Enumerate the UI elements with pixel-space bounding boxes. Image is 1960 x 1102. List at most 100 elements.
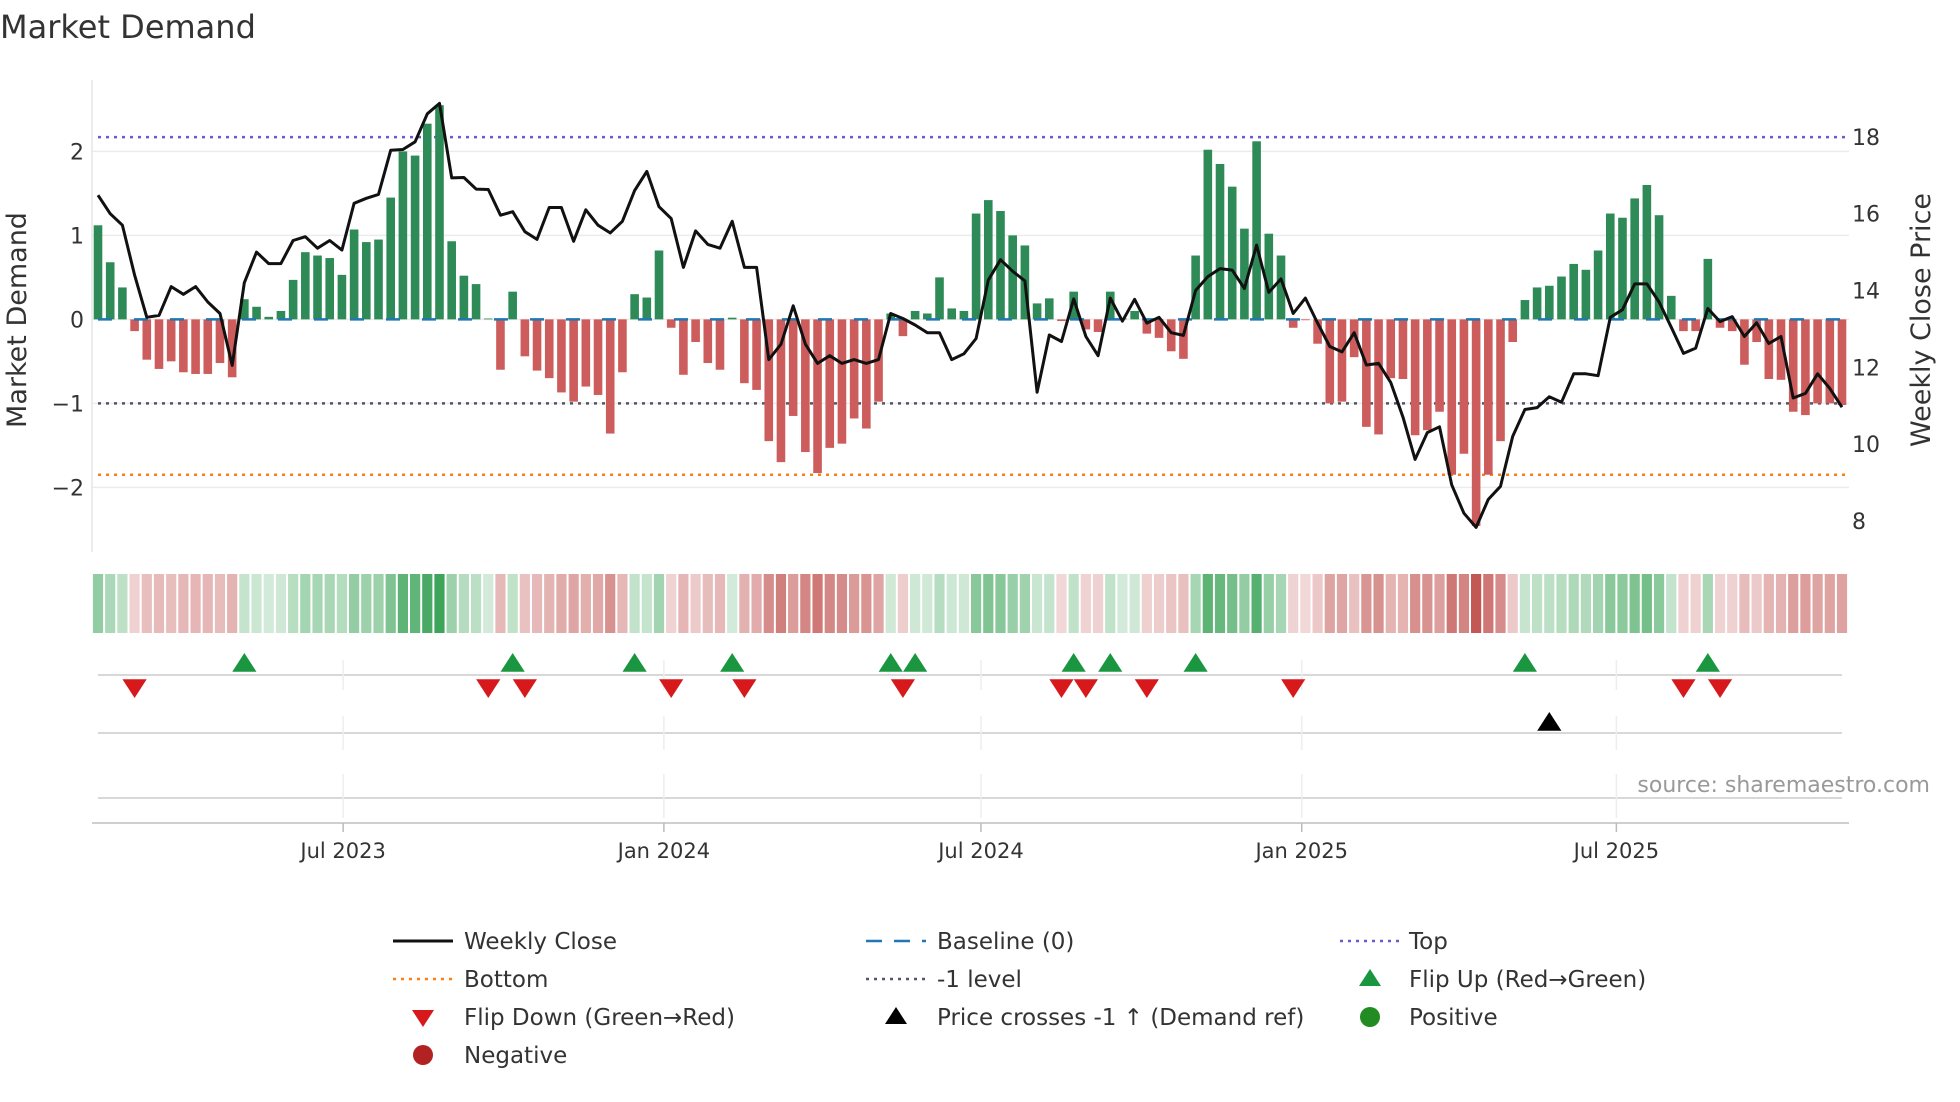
demand-bar-positive <box>923 313 932 320</box>
legend-label: Negative <box>464 1043 567 1069</box>
heat-cell <box>775 574 787 633</box>
flip-down-marker <box>476 679 501 698</box>
flip-up-marker <box>878 653 903 672</box>
heat-cell <box>458 574 469 633</box>
heat-cell <box>1397 574 1409 633</box>
heat-cell <box>544 574 555 633</box>
heat-cell <box>336 574 348 633</box>
legend-label: Flip Down (Green→Red) <box>464 1005 735 1031</box>
heat-cell <box>1068 574 1079 633</box>
demand-bar-positive <box>422 123 432 320</box>
heat-cell <box>361 574 372 633</box>
demand-bar-positive <box>1581 269 1591 320</box>
demand-bar-negative <box>862 319 871 429</box>
heat-cell <box>641 574 652 633</box>
demand-bar-positive <box>996 211 1005 320</box>
heat-cell <box>1788 574 1799 633</box>
demand-bar-positive <box>971 213 981 320</box>
legend-item-price-cross: Price crosses -1 ↑ (Demand ref) <box>885 1005 1304 1031</box>
demand-bar-positive <box>105 262 115 320</box>
demand-bar-negative <box>776 319 786 463</box>
legend-label: Price crosses -1 ↑ (Demand ref) <box>937 1005 1304 1031</box>
flip-up-marker <box>903 653 928 672</box>
legend-label: Top <box>1408 929 1448 955</box>
demand-bar-negative <box>1410 319 1420 436</box>
heat-cell <box>446 574 457 633</box>
heat-cell <box>556 574 567 633</box>
heat-cell <box>1031 574 1043 633</box>
flip-down-marker <box>1073 679 1098 698</box>
demand-bar-positive <box>459 275 469 320</box>
heat-cell <box>1629 574 1640 633</box>
demand-bar-negative <box>557 319 566 393</box>
demand-bar-negative <box>837 319 847 444</box>
demand-bar-negative <box>1142 319 1152 334</box>
x-tick-label: Jul 2023 <box>298 839 385 863</box>
y2-tick-label: 18 <box>1852 126 1880 151</box>
demand-bar-negative <box>227 319 237 378</box>
demand-bar-positive <box>508 291 517 320</box>
heat-cell <box>946 574 957 633</box>
demand-bar-positive <box>1044 298 1054 320</box>
heat-cell <box>1141 574 1152 633</box>
x-tick-label: Jan 2024 <box>616 839 711 863</box>
heat-cell <box>629 574 640 633</box>
demand-bar-positive <box>1532 287 1542 320</box>
heat-cell <box>1153 574 1165 633</box>
heat-cell <box>324 574 335 633</box>
demand-bar-negative <box>1727 319 1737 332</box>
demand-heat-strip <box>92 574 1848 633</box>
demand-bar-negative <box>569 319 578 402</box>
heat-cell <box>1800 574 1811 633</box>
demand-bar-positive <box>386 197 395 320</box>
heat-cell <box>1556 574 1567 633</box>
demand-bar-negative <box>898 319 908 337</box>
y2-tick-label: 16 <box>1852 203 1880 228</box>
demand-bar-negative <box>666 319 676 328</box>
heat-cell <box>1349 574 1360 633</box>
demand-bar-positive <box>337 274 347 320</box>
demand-bar-positive <box>398 151 408 320</box>
demand-bar-positive <box>1240 228 1249 320</box>
demand-bar-negative <box>191 319 200 374</box>
triangle-up-icon <box>885 1007 907 1024</box>
heat-cell <box>519 574 530 633</box>
heat-cell <box>1580 574 1591 633</box>
legend-item-positive: Positive <box>1360 1005 1498 1031</box>
demand-bar-positive <box>1252 141 1261 320</box>
heat-cell <box>836 574 848 633</box>
demand-bar-negative <box>1374 319 1383 435</box>
demand-bar-negative <box>496 319 505 370</box>
demand-bar-negative <box>1337 319 1347 402</box>
flip-down-marker <box>890 679 916 698</box>
demand-bar-negative <box>581 319 591 387</box>
legend-label: Baseline (0) <box>937 929 1074 955</box>
demand-bar-negative <box>715 319 725 370</box>
demand-bars <box>93 105 1849 526</box>
heat-cell <box>617 574 628 633</box>
heat-cell <box>422 574 433 633</box>
demand-bar-positive <box>1227 186 1237 320</box>
demand-bar-negative <box>752 319 761 390</box>
heat-cell <box>214 574 226 633</box>
heat-cell <box>1544 574 1555 633</box>
demand-bar-negative <box>1057 319 1066 322</box>
demand-bar-negative <box>520 319 530 357</box>
demand-bar-positive <box>1703 258 1713 320</box>
heat-cell <box>958 574 970 633</box>
flip-down-marker <box>732 679 757 698</box>
flip-down-marker <box>122 679 147 698</box>
heat-cell <box>470 574 482 633</box>
flip-down-marker <box>1134 679 1159 698</box>
heat-cell <box>397 574 408 633</box>
heat-cell <box>1471 574 1482 633</box>
demand-bar-positive <box>654 250 664 320</box>
heat-cell <box>373 574 384 633</box>
heat-cell <box>885 574 896 633</box>
demand-bar-positive <box>1191 255 1200 320</box>
demand-bar-positive <box>410 155 420 320</box>
demand-bar-negative <box>1679 319 1688 332</box>
heat-cell <box>1702 574 1713 633</box>
heat-cell <box>300 574 311 633</box>
triangle-up-icon <box>1359 969 1381 986</box>
